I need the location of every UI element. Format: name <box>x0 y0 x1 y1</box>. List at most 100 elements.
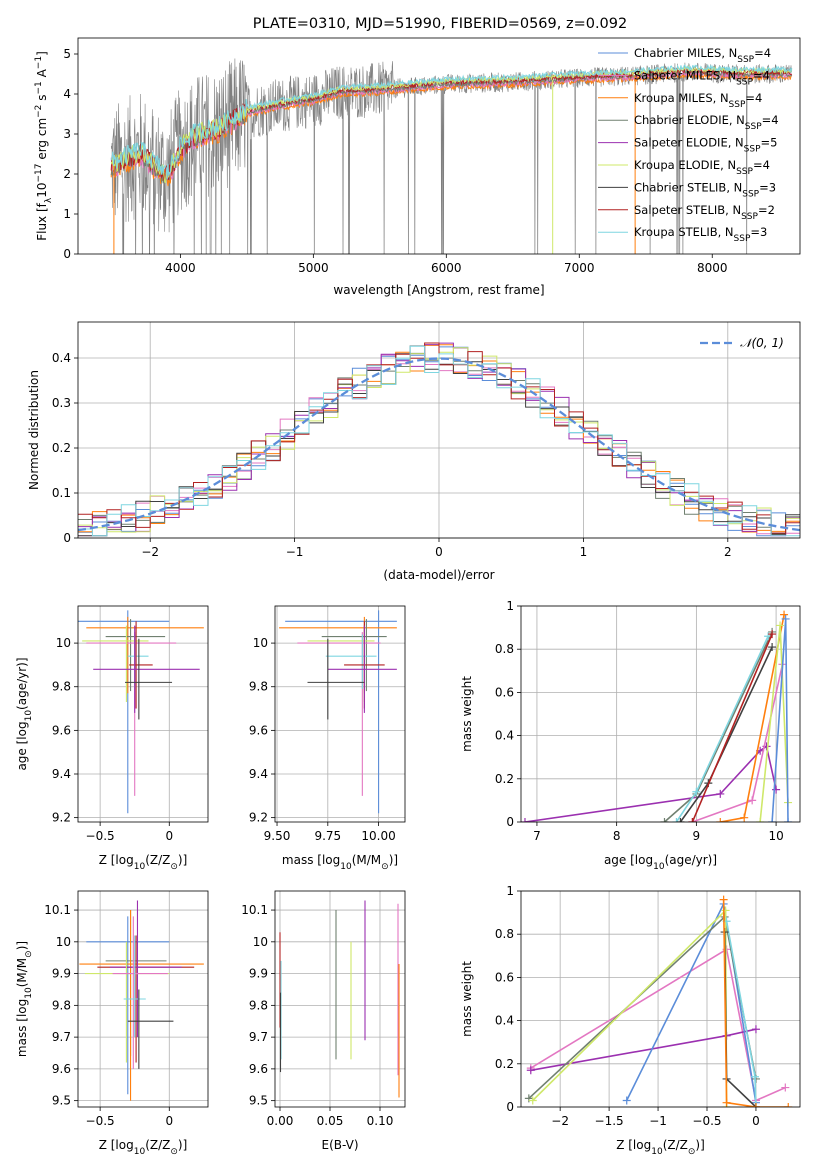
x-tick-label: −0.5 <box>86 829 115 843</box>
y-tick-label: 9.5 <box>249 1094 268 1108</box>
label-part: =4 <box>753 158 770 172</box>
label-part: erg cm <box>35 118 49 164</box>
label-part: SSP <box>745 122 762 132</box>
x-tick-label: 0.00 <box>267 1114 294 1128</box>
label-part: λ <box>44 197 54 203</box>
y-tick-label: 4 <box>63 87 71 101</box>
label-part: 10 <box>653 862 665 872</box>
y-tick-label: 9.4 <box>52 767 71 781</box>
y-tick-label: 9.2 <box>52 811 71 825</box>
label-part: Z [log <box>616 1138 651 1152</box>
data-point-marker <box>784 1103 793 1107</box>
plot-area-massweight-vs-age <box>521 610 793 822</box>
label-part: =4 <box>762 113 779 127</box>
axes-frame <box>274 605 406 823</box>
label-part: 10 <box>340 862 352 872</box>
label-part: SSP <box>736 167 753 177</box>
legend-label: 𝒩(0, 1) <box>740 336 784 350</box>
x-tick-label: 10.00 <box>361 829 395 843</box>
y-tick-label: 0.4 <box>52 351 71 365</box>
x-axis-label: Z [log10(Z/Z⊙)] <box>99 1138 188 1157</box>
data-point-marker <box>521 818 529 822</box>
axes-frame <box>77 605 209 823</box>
plot-area-age-vs-mass <box>279 610 397 814</box>
label-part: ⊙ <box>24 950 34 958</box>
label-part: (Z/Z <box>663 1138 688 1152</box>
x-tick-label: 5000 <box>298 261 329 275</box>
x-tick-label: 0.05 <box>317 1114 344 1128</box>
y-tick-label: 0.6 <box>495 970 514 984</box>
x-axis-label: mass [log10(M/M⊙)] <box>282 853 398 872</box>
label-part: E(B-V) <box>321 1138 358 1152</box>
label-part: SSP <box>741 212 758 222</box>
label-part: )] <box>178 853 187 867</box>
label-part: =4 <box>754 46 771 60</box>
axes-massweight-vs-Z: −2 −1.5 −1 −0.5 0 0 0.2 0.4 0.6 0.8 1 mass weight Z … <box>460 884 801 1157</box>
y-tick-label: 1 <box>506 599 514 613</box>
y-tick-label: 0 <box>506 1100 514 1114</box>
label-part: )] <box>695 1138 704 1152</box>
x-tick-label: 0 <box>435 545 443 559</box>
y-tick-label: 1 <box>63 207 71 221</box>
y-tick-label: 0.1 <box>52 486 71 500</box>
label-part: Salpeter STELIB, N <box>634 203 741 217</box>
x-tick-label: 8000 <box>697 261 728 275</box>
x-tick-label: −1 <box>286 545 304 559</box>
y-tick-label: 0.3 <box>52 396 71 410</box>
legend-label: Chabrier MILES, NSSP=4 <box>634 46 771 65</box>
label-part: Chabrier MILES, N <box>634 46 737 60</box>
x-axis-label: wavelength [Angstrom, rest frame] <box>333 283 544 297</box>
data-point-marker <box>719 895 728 904</box>
y-tick-label: 9.9 <box>249 967 268 981</box>
y-tick-label: 9.9 <box>52 967 71 981</box>
model-spectrum <box>110 71 793 187</box>
label-part: Salpeter ELODIE, N <box>634 136 744 150</box>
x-tick-label: −0.5 <box>86 1114 115 1128</box>
data-point-marker <box>676 818 685 822</box>
y-tick-label: 10 <box>253 636 268 650</box>
y-tick-label: 9.6 <box>52 1062 71 1076</box>
residual-histogram <box>78 345 800 537</box>
label-part: (age/yr)] <box>15 657 29 709</box>
label-part: (data-model)/error <box>383 568 494 582</box>
x-tick-label: 1 <box>580 545 588 559</box>
data-point-marker <box>781 1083 790 1092</box>
data-point-marker <box>692 787 701 796</box>
y-tick-label: 9.6 <box>249 723 268 737</box>
label-part: 10 <box>651 1147 663 1157</box>
label-part: 10 <box>35 183 49 198</box>
data-point-marker <box>721 906 730 915</box>
label-part: SSP <box>737 55 754 65</box>
label-part: s <box>35 95 49 105</box>
y-tick-label: 0 <box>63 247 71 261</box>
y-tick-label: 10 <box>56 636 71 650</box>
y-tick-label: 9.6 <box>249 1062 268 1076</box>
legend-label: Kroupa MILES, NSSP=4 <box>634 91 762 110</box>
data-point-marker <box>784 818 793 822</box>
y-axis-label: age [log10(age/yr)] <box>15 657 34 770</box>
label-part: age [log <box>15 721 29 770</box>
data-point-marker <box>768 630 777 639</box>
data-point-marker <box>780 610 789 619</box>
label-part: )] <box>15 941 29 950</box>
mass-weight-line <box>722 899 789 1107</box>
label-part: Salpeter MILES, N <box>634 68 736 82</box>
y-tick-label: 9.7 <box>249 1030 268 1044</box>
y-tick-label: 0.2 <box>495 772 514 786</box>
label-part: 10 <box>134 1147 146 1157</box>
label-part: −17 <box>34 164 44 183</box>
label-part: Kroupa STELIB, N <box>634 225 734 239</box>
x-tick-label: −0.5 <box>692 1114 721 1128</box>
y-tick-label: 9.8 <box>249 998 268 1012</box>
x-axis-label: age [log10(age/yr)] <box>604 853 717 872</box>
label-part: (Z/Z <box>145 853 170 867</box>
y-tick-label: 5 <box>63 47 71 61</box>
x-tick-label: 7 <box>533 829 541 843</box>
label-part: )] <box>389 853 398 867</box>
x-tick-label: 4000 <box>165 261 196 275</box>
label-part: Z [log <box>99 853 134 867</box>
